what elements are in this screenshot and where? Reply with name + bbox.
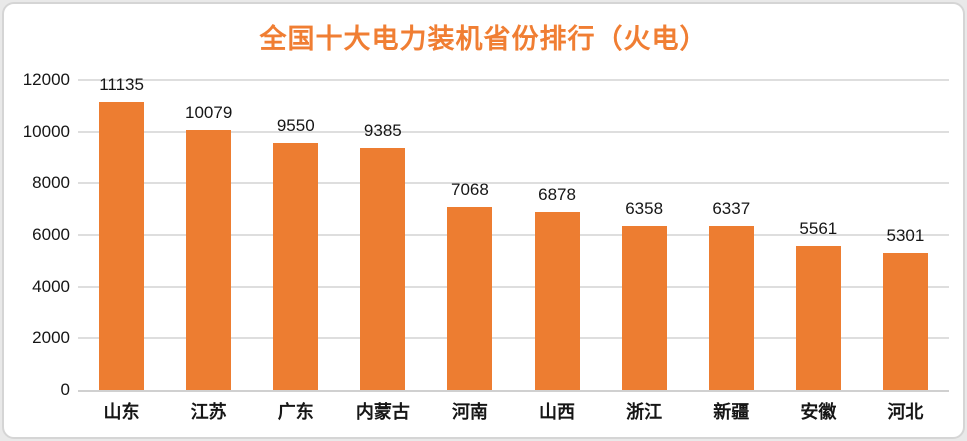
y-tick-label: 4000 bbox=[32, 276, 70, 296]
bar bbox=[795, 246, 841, 390]
bar-value-label: 5561 bbox=[799, 219, 838, 239]
gridline bbox=[78, 285, 949, 288]
bar bbox=[273, 143, 319, 390]
bar bbox=[621, 225, 667, 390]
bar-value-label: 5301 bbox=[886, 226, 925, 246]
bar-value-label: 6878 bbox=[538, 185, 576, 205]
x-category-label: 新疆 bbox=[713, 402, 750, 422]
bar-value-label: 9550 bbox=[276, 116, 315, 136]
x-category-label: 江苏 bbox=[190, 402, 227, 422]
bar-value-label: 7068 bbox=[451, 180, 489, 200]
x-axis-line bbox=[78, 390, 949, 392]
x-category-label: 河南 bbox=[451, 402, 488, 422]
x-category-label: 内蒙古 bbox=[355, 402, 410, 422]
gridline bbox=[78, 234, 949, 236]
x-category-label: 广东 bbox=[277, 402, 314, 422]
bar-value-label: 10079 bbox=[185, 102, 233, 122]
x-category-label: 山西 bbox=[539, 402, 576, 422]
bar bbox=[882, 253, 928, 390]
bar bbox=[708, 226, 754, 390]
chart-title: 全国十大电力装机省份排行（火电） bbox=[259, 24, 708, 54]
bar bbox=[360, 147, 406, 390]
y-tick-label: 12000 bbox=[22, 70, 70, 89]
bar-value-label: 6358 bbox=[625, 198, 664, 218]
gridline bbox=[78, 337, 949, 340]
y-tick-label: 10000 bbox=[22, 121, 70, 141]
y-tick-label: 0 bbox=[60, 380, 70, 399]
gridline bbox=[78, 182, 949, 185]
y-tick-label: 8000 bbox=[32, 173, 70, 193]
bar bbox=[186, 129, 232, 390]
bar-value-label: 6337 bbox=[712, 199, 751, 219]
bar bbox=[534, 212, 580, 390]
x-category-label: 河北 bbox=[887, 402, 924, 422]
x-category-label: 浙江 bbox=[626, 402, 663, 422]
x-category-label: 山东 bbox=[103, 402, 140, 422]
plot-area: 11135 10079 9550 9385 7068 6878 6358 6337 5561 53… bbox=[78, 76, 949, 392]
bar-value-label: 9385 bbox=[363, 120, 402, 140]
y-tick-label: 2000 bbox=[32, 328, 70, 348]
x-category-label: 安徽 bbox=[800, 402, 837, 422]
gridline bbox=[78, 130, 949, 133]
y-tick-label: 6000 bbox=[32, 225, 70, 244]
bar bbox=[447, 207, 493, 390]
bar-value-label: 11135 bbox=[99, 75, 144, 95]
gridline bbox=[78, 79, 949, 81]
bar bbox=[99, 102, 145, 390]
